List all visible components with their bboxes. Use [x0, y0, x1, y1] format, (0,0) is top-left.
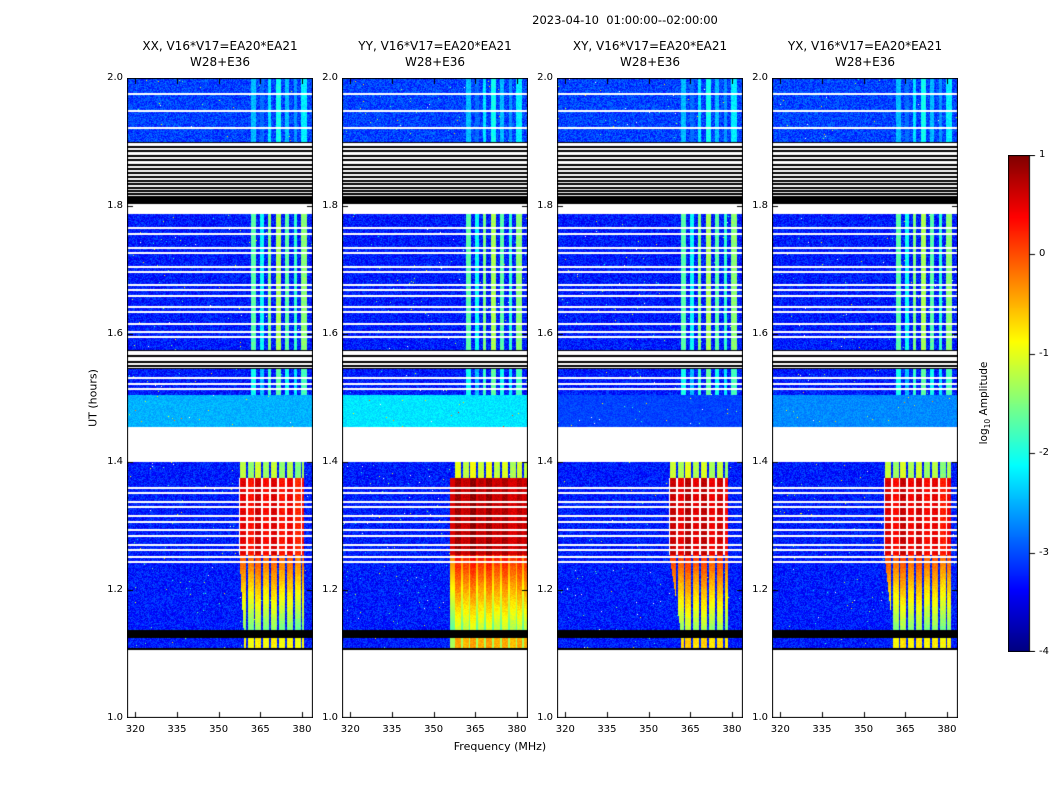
panel-title-line2: W28+E36 — [404, 55, 466, 69]
spectrogram-panel-xx: XX, V16*V17=EA20*EA21 W28+E36 320 335 350 3… — [107, 39, 313, 735]
y-tick-label: 1.4 — [752, 456, 768, 467]
x-tick-label: 380 — [507, 724, 527, 735]
panel-title-xx: XX, V16*V17=EA20*EA21 W28+E36 — [142, 38, 297, 70]
colorbar-label-amp: Amplitude — [977, 361, 990, 419]
y-tick-label: 1.4 — [322, 456, 338, 467]
colorbar-tick-label: -3 — [1039, 547, 1049, 558]
y-tick-label: 1.8 — [752, 200, 768, 211]
x-tick-label: 320 — [125, 724, 145, 735]
y-tick-label: 1.2 — [322, 584, 338, 595]
colorbar-label-sub: 10 — [983, 418, 993, 429]
x-tick-label: 335 — [597, 724, 617, 735]
spectrogram-panel-xy: XY, V16*V17=EA20*EA21 W28+E36 320 335 350 3… — [537, 39, 743, 735]
y-tick-label: 1.4 — [537, 456, 553, 467]
y-tick-label: 1.4 — [107, 456, 123, 467]
y-tick-label: 1.0 — [107, 712, 123, 723]
panel-title-line1: YX, V16*V17=EA20*EA21 — [787, 39, 943, 53]
spectrogram-canvas-xx — [127, 78, 313, 718]
x-tick-label: 365 — [895, 724, 915, 735]
x-tick-label: 350 — [639, 724, 659, 735]
y-tick-label: 1.6 — [322, 328, 338, 339]
spectrogram-canvas-yy — [342, 78, 528, 718]
y-tick-label: 2.0 — [537, 72, 553, 83]
y-tick-label: 1.2 — [537, 584, 553, 595]
y-tick-label: 1.2 — [752, 584, 768, 595]
colorbar-tick-label: 1 — [1039, 149, 1046, 160]
x-tick-label: 320 — [770, 724, 790, 735]
panel-title-line1: XY, V16*V17=EA20*EA21 — [572, 39, 728, 53]
y-tick-label: 1.0 — [752, 712, 768, 723]
x-tick-label: 335 — [382, 724, 402, 735]
x-tick-label: 350 — [424, 724, 444, 735]
panel-title-line1: XX, V16*V17=EA20*EA21 — [142, 39, 298, 53]
y-tick-label: 1.6 — [107, 328, 123, 339]
panel-title-line2: W28+E36 — [189, 55, 251, 69]
y-tick-label: 1.6 — [752, 328, 768, 339]
y-tick-label: 2.0 — [107, 72, 123, 83]
figure-title: 2023-04-10 01:00:00--02:00:00 — [532, 13, 718, 27]
panel-title-xy: XY, V16*V17=EA20*EA21 W28+E36 — [573, 38, 727, 70]
x-tick-label: 335 — [167, 724, 187, 735]
y-tick-label: 1.8 — [322, 200, 338, 211]
y-tick-label: 1.6 — [537, 328, 553, 339]
colorbar-tick-label: -1 — [1039, 348, 1049, 359]
y-tick-label: 1.0 — [322, 712, 338, 723]
x-tick-label: 380 — [937, 724, 957, 735]
y-tick-label: 1.8 — [107, 200, 123, 211]
x-tick-label: 380 — [292, 724, 312, 735]
spectrogram-canvas-xy — [557, 78, 743, 718]
x-tick-label: 365 — [250, 724, 270, 735]
x-tick-label: 365 — [465, 724, 485, 735]
panel-title-line1: YY, V16*V17=EA20*EA21 — [358, 39, 512, 53]
colorbar-container: log10 Amplitude 1 0 -1 -2 -3 -4 — [978, 149, 1050, 657]
colorbar-tick-label: -4 — [1039, 646, 1049, 657]
spectrogram-panel-yy: YY, V16*V17=EA20*EA21 W28+E36 320 335 350 3… — [322, 39, 528, 735]
colorbar-gradient — [1008, 155, 1038, 652]
y-axis-label: UT (hours) — [86, 369, 100, 427]
y-tick-label: 2.0 — [322, 72, 338, 83]
panel-title-yy: YY, V16*V17=EA20*EA21 W28+E36 — [358, 38, 511, 70]
x-tick-label: 380 — [722, 724, 742, 735]
x-tick-label: 320 — [340, 724, 360, 735]
x-tick-label: 350 — [209, 724, 229, 735]
x-tick-label: 320 — [555, 724, 575, 735]
y-tick-label: 1.8 — [537, 200, 553, 211]
panel-title-yx: YX, V16*V17=EA20*EA21 W28+E36 — [788, 38, 942, 70]
colorbar-tick-label: 0 — [1039, 248, 1046, 259]
spectrogram-panel-yx: YX, V16*V17=EA20*EA21 W28+E36 320 335 350 3… — [752, 39, 958, 735]
colorbar-label: log10 Amplitude — [978, 362, 992, 445]
x-tick-label: 335 — [812, 724, 832, 735]
colorbar-tick-label: -2 — [1039, 447, 1049, 458]
panel-title-line2: W28+E36 — [619, 55, 681, 69]
panel-title-line2: W28+E36 — [834, 55, 896, 69]
y-tick-label: 1.0 — [537, 712, 553, 723]
y-tick-label: 1.2 — [107, 584, 123, 595]
spectrogram-canvas-yx — [772, 78, 958, 718]
y-tick-label: 2.0 — [752, 72, 768, 83]
x-axis-label: Frequency (MHz) — [453, 740, 547, 753]
colorbar-label-log: log — [977, 428, 990, 445]
x-tick-label: 365 — [680, 724, 700, 735]
x-tick-label: 350 — [854, 724, 874, 735]
